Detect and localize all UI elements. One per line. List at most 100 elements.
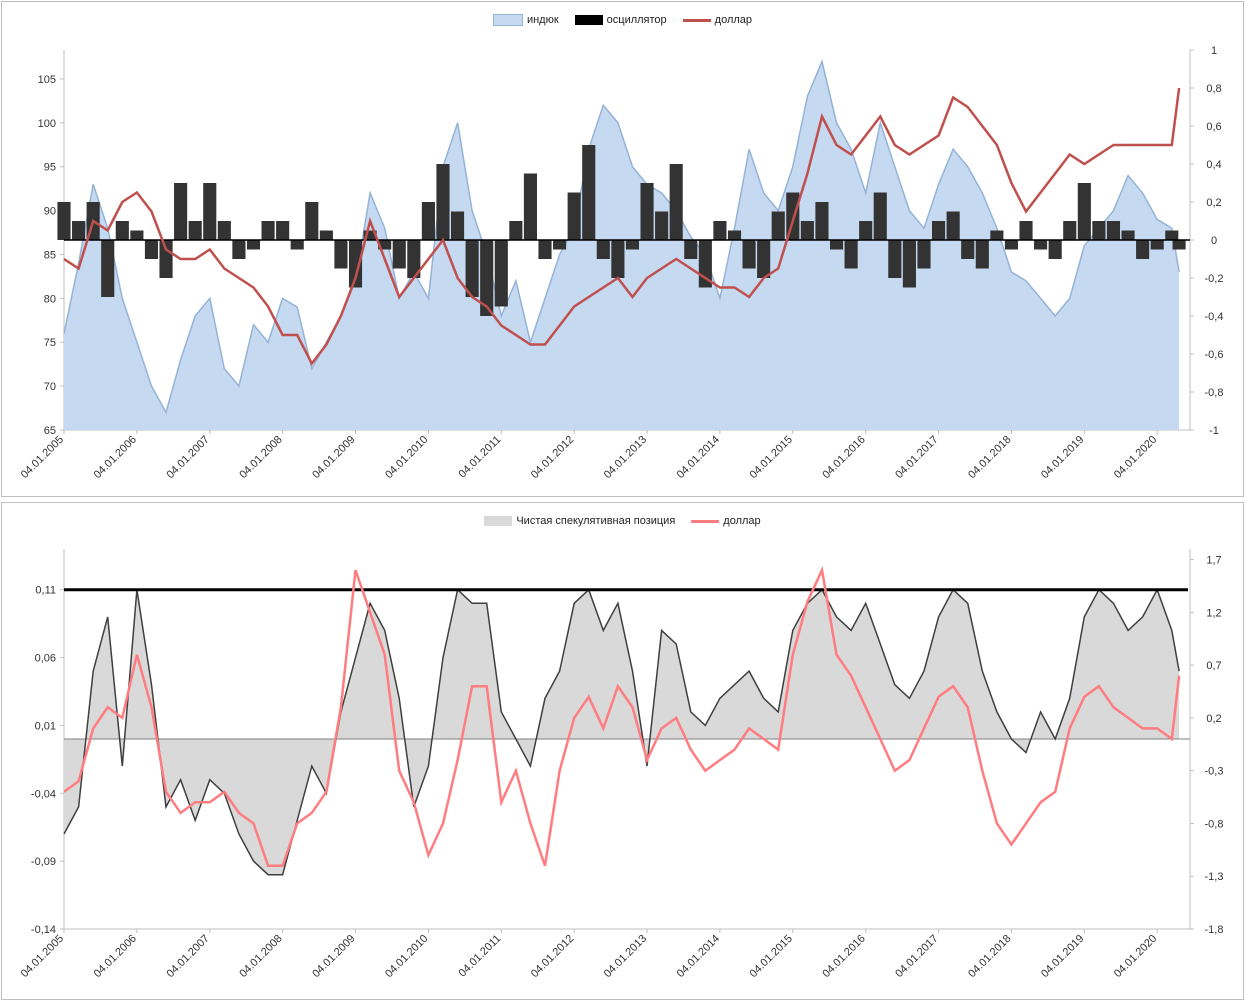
top-y-tick-label-right: -1 (1209, 425, 1219, 437)
oscillator-bar (932, 221, 946, 240)
legend-item-index: индюк (492, 14, 559, 26)
oscillator-bar (450, 211, 465, 240)
oscillator-bar (917, 240, 931, 269)
oscillator-bar (465, 240, 479, 297)
oscillator-bar (334, 240, 348, 269)
oscillator-bar (1106, 221, 1121, 240)
top-chart-svg: 65 70 75 80 85 90 95 100 105 1 0,8 0,6 0,4 0,2 0 -0,2 -0… (19, 45, 1224, 481)
legend-label-net-position: Чистая спекулятивная позиция (516, 515, 676, 527)
oscillator-bar (1004, 240, 1019, 250)
top-y-tick-label-left: 90 (44, 206, 56, 218)
oscillator-bar (844, 240, 858, 269)
top-x-tick-label: 04.01.2019 (1039, 434, 1086, 481)
oscillator-bar (713, 221, 727, 240)
bottom-x-tick-label: 04.01.2013 (602, 933, 649, 980)
top-y-tick-label-left: 85 (44, 249, 56, 261)
oscillator-bar (523, 173, 537, 240)
bottom-y-tick-label-left: -0,09 (31, 856, 56, 868)
bottom-x-tick-label: 04.01.2006 (92, 933, 139, 980)
oscillator-bar (1121, 230, 1135, 240)
oscillator-bar (217, 221, 231, 240)
oscillator-bar (1092, 221, 1106, 240)
oscillator-bar (115, 221, 129, 240)
top-x-tick-label: 04.01.2012 (529, 434, 576, 481)
top-x-tick-label: 04.01.2006 (92, 434, 139, 481)
bottom-x-tick-label: 04.01.2020 (1112, 933, 1159, 980)
oscillator-bar (159, 240, 173, 278)
top-x-tick-label: 04.01.2010 (383, 434, 430, 481)
oscillator-bar (276, 221, 290, 240)
top-x-tick-label: 04.01.2013 (602, 434, 649, 481)
oscillator-bar (203, 183, 217, 240)
bottom-y-tick-label-right: -0,3 (1205, 766, 1224, 778)
bottom-x-tick-label: 04.01.2017 (893, 933, 940, 980)
oscillator-bar (319, 230, 333, 240)
bottom-x-tick-label: 04.01.2018 (966, 933, 1013, 980)
oscillator-bar (1034, 240, 1048, 250)
oscillator-bar (174, 183, 188, 240)
bottom-y-tick-label-left: -0,14 (31, 924, 56, 936)
oscillator-bar (815, 202, 829, 240)
top-y-tick-label-right: -0,4 (1205, 311, 1224, 323)
legend-swatch-index (492, 14, 523, 26)
top-y-tick-label-right: 1 (1211, 45, 1217, 57)
legend-swatch-dollar (682, 18, 711, 22)
oscillator-bar (553, 240, 567, 250)
top-y-tick-label-right: 0,2 (1206, 197, 1221, 209)
oscillator-bar (1048, 240, 1062, 259)
oscillator-bar (509, 221, 523, 240)
oscillator-bar (1019, 221, 1033, 240)
oscillator-bar (829, 240, 844, 250)
oscillator-bar (669, 164, 683, 240)
oscillator-bar (1063, 221, 1077, 240)
bottom-x-tick-label: 04.01.2009 (310, 933, 357, 980)
oscillator-bar (57, 202, 71, 240)
oscillator-bar (888, 240, 902, 278)
bottom-x-tick-label: 04.01.2008 (237, 933, 284, 980)
oscillator-bar (392, 240, 406, 269)
oscillator-bar (582, 145, 596, 240)
top-y-tick-label-left: 105 (38, 74, 56, 86)
bottom-y-tick-label-right: 1,7 (1206, 555, 1221, 567)
oscillator-bar (742, 240, 756, 269)
bottom-x-tick-label: 04.01.2014 (675, 933, 722, 980)
bottom-y-tick-label-right: 0,7 (1206, 660, 1221, 672)
oscillator-bar (1077, 183, 1091, 240)
top-y-tick-label-left: 95 (44, 162, 56, 174)
bottom-y-tick-label-left: 0,06 (35, 653, 56, 665)
bottom-chart-svg: -0,14 -0,09 -0,04 0,01 0,06 0,11 -1,8 -1,3 -0,8 -… (19, 549, 1224, 980)
chart-top-panel: индюк осциллятор доллар 65 70 75 80 85 90 95 10… (1, 1, 1244, 497)
series-net-position-line (63, 587, 1180, 876)
top-y-tick-label-right: -0,2 (1205, 273, 1224, 285)
legend-swatch-dollar-bottom (691, 519, 720, 523)
legend-swatch-net-position (484, 516, 513, 526)
legend-label-dollar: доллар (714, 14, 753, 26)
oscillator-bar (290, 240, 304, 250)
top-y-tick-label-left: 100 (38, 118, 56, 130)
oscillator-bar (1150, 240, 1164, 250)
top-x-tick-label: 04.01.2018 (966, 434, 1013, 481)
legend-item-oscillator: осциллятор (574, 14, 667, 26)
top-x-tick-label: 04.01.2017 (893, 434, 940, 481)
oscillator-bar (655, 211, 669, 240)
bottom-x-tick-label: 04.01.2005 (19, 933, 66, 980)
oscillator-bar (596, 240, 610, 259)
top-y-tick-label-right: 0,8 (1206, 83, 1221, 95)
top-y-tick-label-left: 75 (44, 337, 56, 349)
legend-item-dollar-bottom: доллар (691, 515, 761, 527)
oscillator-bar (101, 240, 115, 297)
oscillator-bar (1165, 230, 1179, 240)
oscillator-bar (727, 230, 742, 240)
oscillator-bar (961, 240, 975, 259)
top-y-tick-label-left: 65 (44, 425, 56, 437)
bottom-y-tick-label-right: -1,3 (1205, 871, 1224, 883)
oscillator-bar (771, 211, 785, 240)
legend-item-net-position: Чистая спекулятивная позиция (484, 515, 675, 527)
top-x-tick-label: 04.01.2009 (310, 434, 357, 481)
legend-label-index: индюк (526, 14, 559, 26)
bottom-x-tick-label: 04.01.2010 (383, 933, 430, 980)
oscillator-bar (1136, 240, 1150, 259)
top-x-tick-label: 04.01.2011 (457, 434, 504, 481)
oscillator-bar (436, 164, 450, 240)
oscillator-bar (757, 240, 771, 278)
